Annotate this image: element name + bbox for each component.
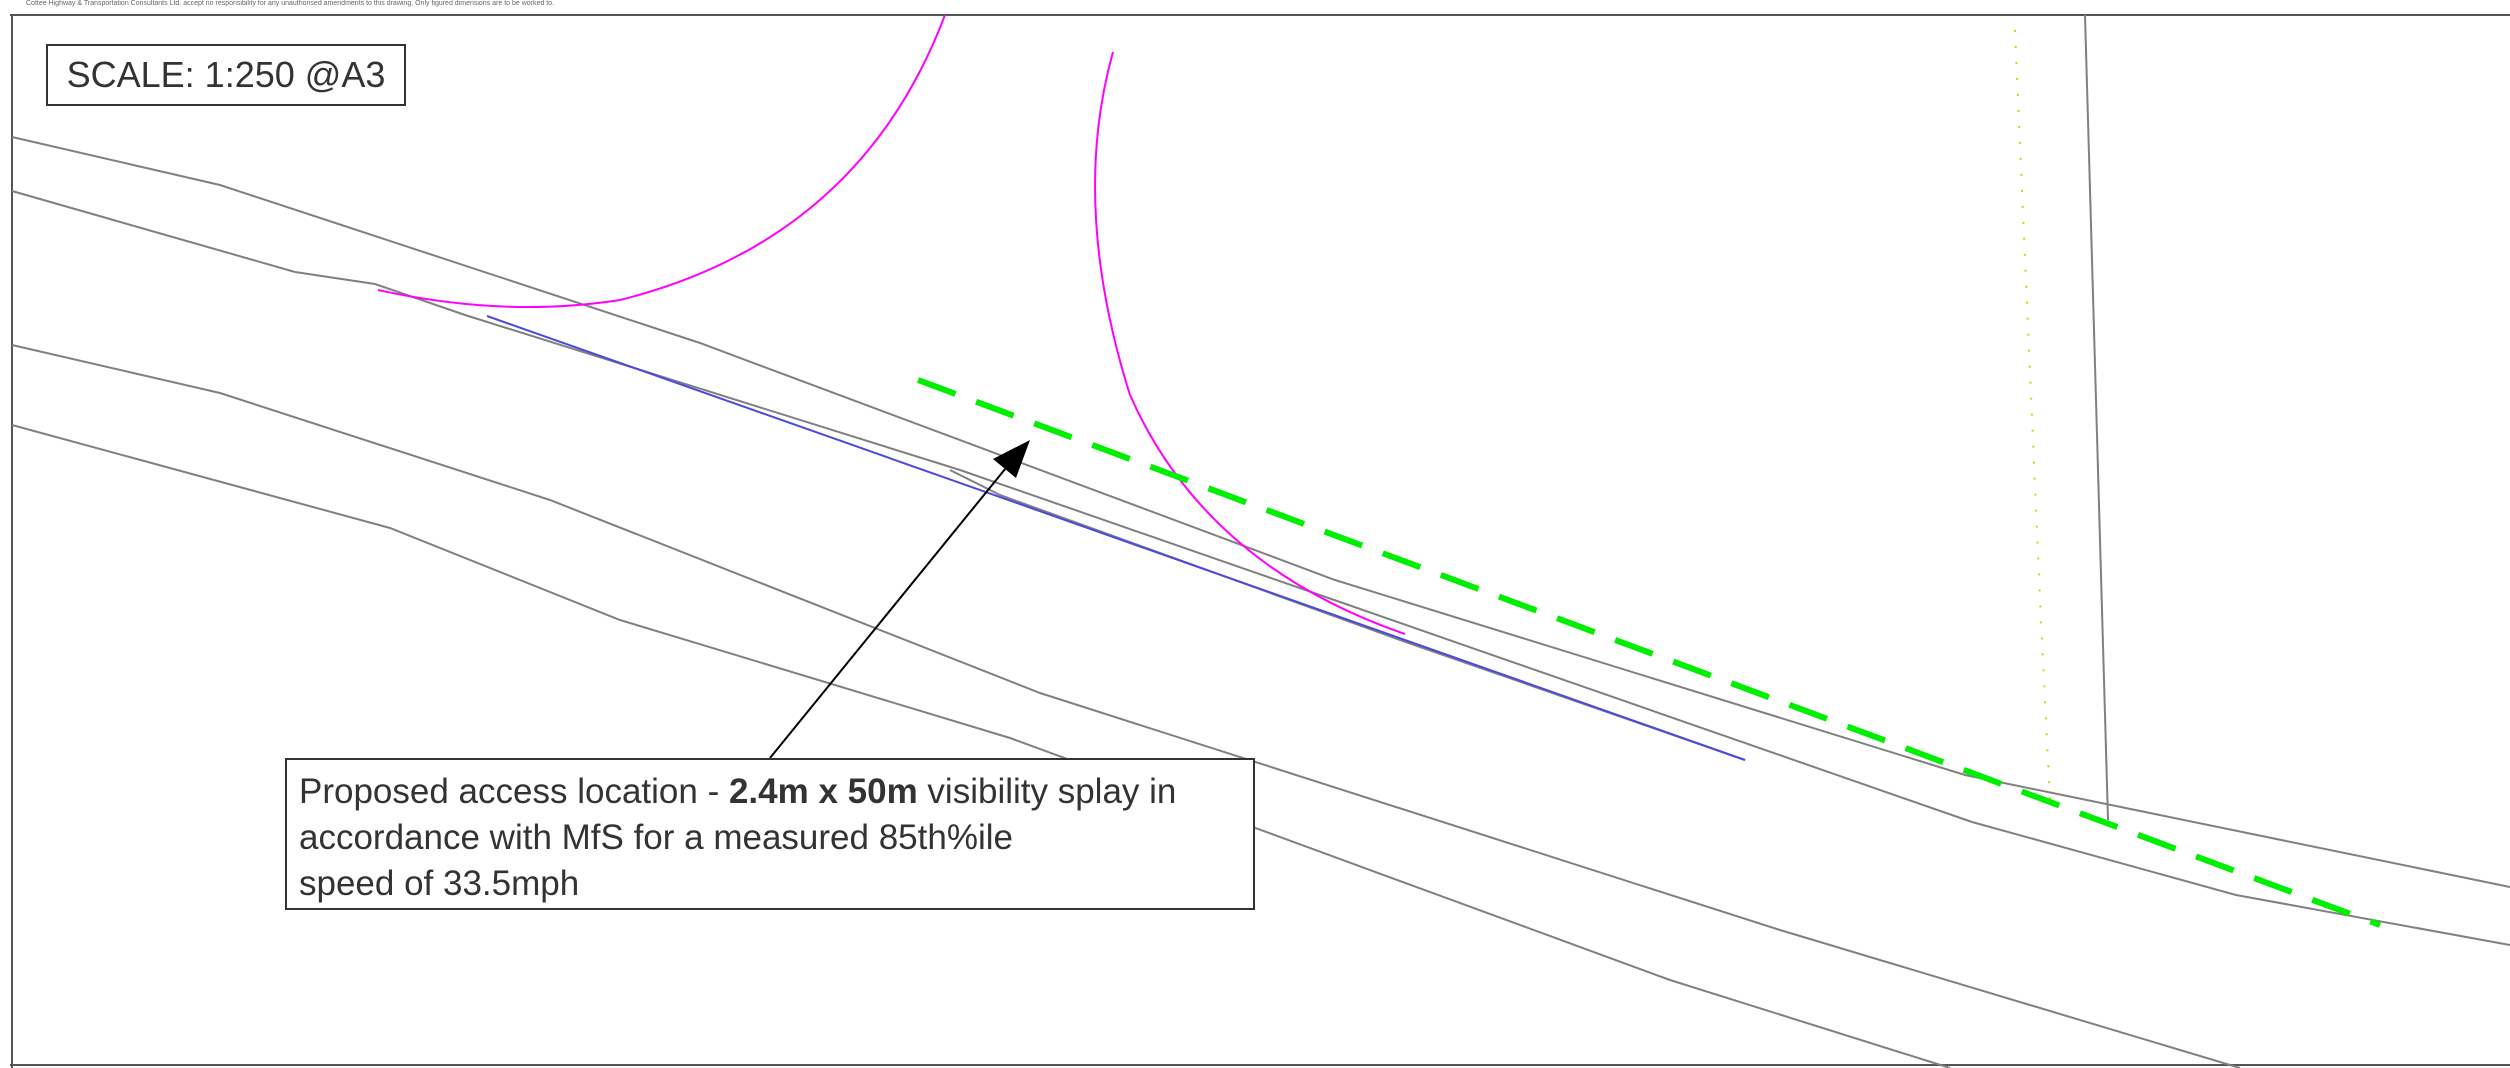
kerb-grey-line: [949, 469, 1746, 761]
boundary-dotted-line: [2014, 29, 2051, 801]
road-edge-south-outer: [11, 344, 2241, 1068]
annotation-line-1: Proposed access location - 2.4m x 50m vi…: [299, 769, 1241, 815]
road-edges: [11, 14, 2510, 1068]
swept-path-arc-left: [377, 14, 946, 309]
boundary-vertical-line: [2084, 14, 2109, 821]
road-edge-south-inner: [11, 424, 1951, 1068]
annotation-splay-dimension: 2.4m x 50m: [728, 772, 918, 811]
road-edge-north-inner: [11, 190, 2510, 946]
disclaimer-text: Cottee Highway & Transportation Consulta…: [26, 0, 555, 7]
annotation-text-part1: Proposed access location -: [299, 772, 729, 811]
leader-line: [769, 462, 1011, 759]
kerb-line-blue: [486, 315, 1746, 761]
arrow-head-icon: [993, 440, 1030, 478]
annotation-text-part2: visibility splay in: [917, 772, 1177, 811]
scale-label: SCALE: 1:250 @A3: [46, 44, 406, 106]
visibility-splay-line: [916, 377, 2382, 928]
annotation-line-3: speed of 33.5mph: [299, 864, 580, 903]
annotation-line-2: accordance with MfS for a measured 85th%…: [299, 818, 1013, 857]
access-annotation-box: Proposed access location - 2.4m x 50m vi…: [285, 758, 1255, 910]
swept-path-arc-right: [1094, 51, 1406, 635]
